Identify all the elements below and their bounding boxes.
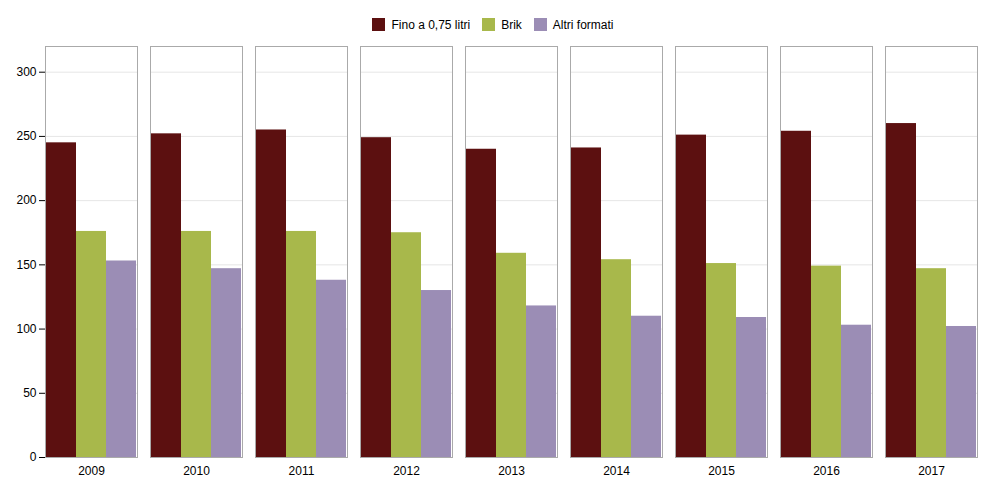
svg-text:100: 100 [16,322,36,336]
svg-text:2010: 2010 [183,464,210,478]
svg-text:2014: 2014 [603,464,630,478]
svg-text:0: 0 [30,450,37,464]
svg-text:50: 50 [23,386,37,400]
svg-text:300: 300 [16,65,36,79]
svg-text:2016: 2016 [813,464,840,478]
svg-text:250: 250 [16,129,36,143]
svg-text:150: 150 [16,258,36,272]
svg-text:2011: 2011 [289,464,315,478]
html-text:Altri formati: Altri formati [552,17,614,32]
html-text:Brik: Brik [501,17,522,32]
svg-text:2017: 2017 [918,464,945,478]
html-text:Fino a 0,75 litri: Fino a 0,75 litri [391,17,471,32]
svg-text:200: 200 [16,193,36,207]
svg-text:2013: 2013 [498,464,525,478]
svg-text:2015: 2015 [708,464,735,478]
svg-text:2009: 2009 [78,464,105,478]
svg-text:2012: 2012 [393,464,420,478]
